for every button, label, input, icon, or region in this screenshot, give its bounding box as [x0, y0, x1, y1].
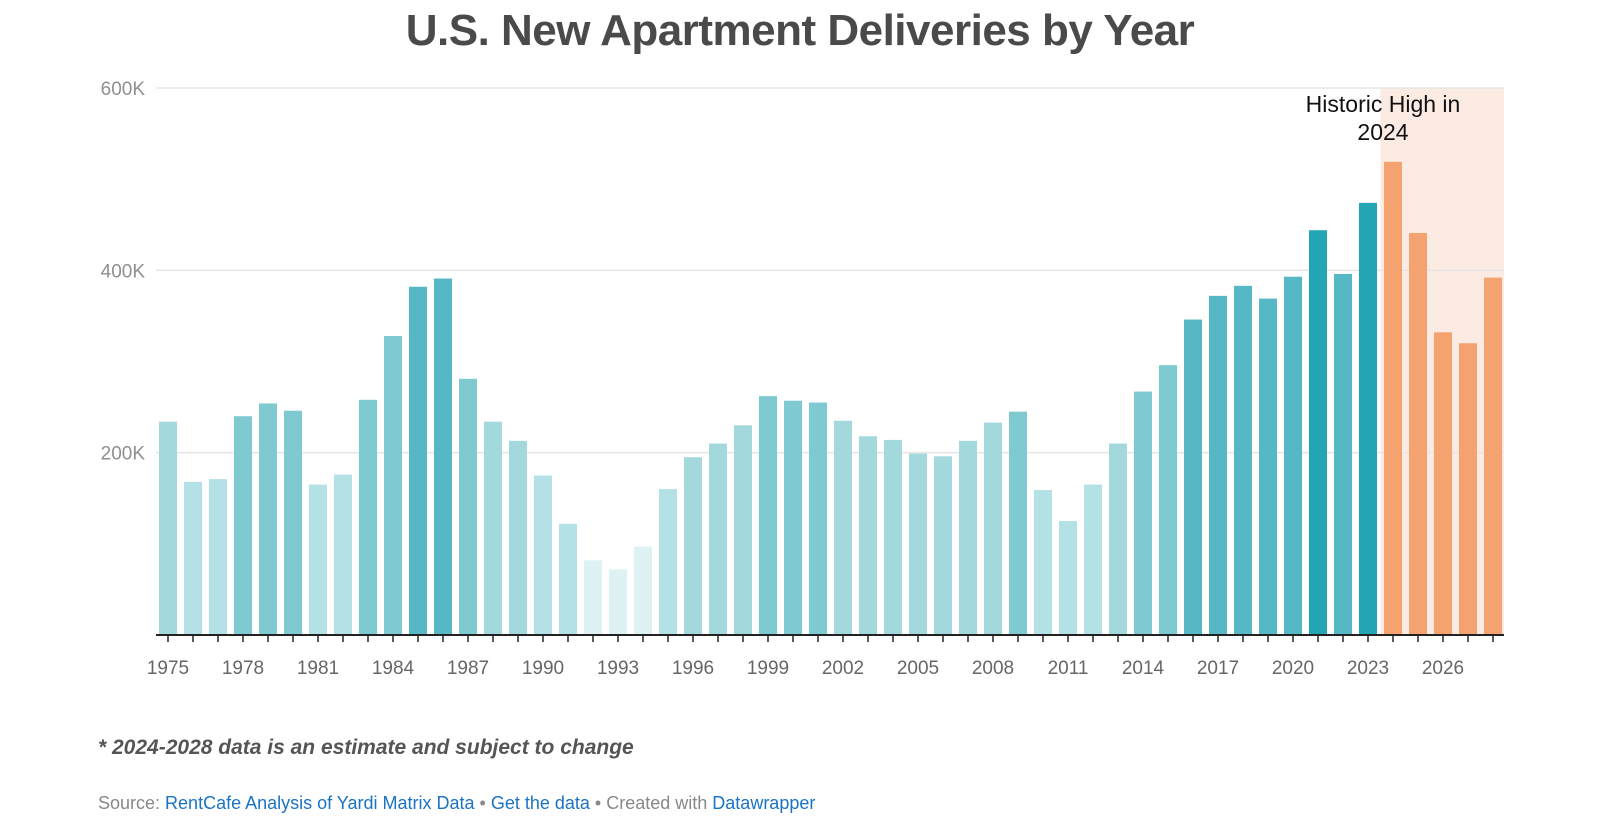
bar-2002 [834, 420, 852, 635]
x-tick-label: 1975 [147, 658, 189, 679]
bar-2000 [784, 400, 802, 635]
bar-2027 [1459, 343, 1477, 635]
get-data-link[interactable]: Get the data [490, 793, 590, 813]
bar-1977 [209, 479, 227, 635]
bar-2011 [1059, 521, 1077, 635]
chart-title: U.S. New Apartment Deliveries by Year [405, 6, 1195, 55]
y-tick-label: 600K [101, 79, 146, 100]
bar-1986 [434, 278, 452, 635]
bar-2025 [1409, 232, 1427, 635]
bar-2006 [934, 456, 952, 635]
bar-1984 [384, 335, 402, 635]
datawrapper-link[interactable]: Datawrapper [712, 793, 816, 813]
bar-1993 [609, 569, 627, 635]
bar-1983 [359, 399, 377, 635]
bar-2004 [884, 439, 902, 635]
bar-1994 [634, 546, 652, 635]
bar-2028 [1484, 277, 1502, 635]
bar-1989 [509, 440, 527, 635]
source-link[interactable]: RentCafe Analysis of Yardi Matrix Data [165, 793, 475, 813]
x-tick-label: 1993 [597, 658, 639, 679]
bar-1975 [159, 421, 177, 635]
source-line: Source: RentCafe Analysis of Yardi Matri… [98, 793, 815, 814]
bar-2022 [1334, 273, 1352, 635]
bar-2026 [1434, 332, 1452, 635]
annotation-line-1: Historic High in [1306, 91, 1461, 117]
bar-2012 [1084, 484, 1102, 635]
x-tick-label: 1999 [747, 658, 789, 679]
separator: • [589, 793, 607, 813]
bar-1992 [584, 560, 602, 635]
x-tick-label: 1978 [222, 658, 264, 679]
bar-2015 [1159, 365, 1177, 635]
x-tick-label: 2020 [1272, 658, 1314, 679]
bar-2010 [1034, 490, 1052, 635]
bar-1990 [534, 475, 552, 635]
x-tick-label: 2026 [1422, 658, 1464, 679]
x-tick-label: 2002 [822, 658, 864, 679]
bar-1987 [459, 378, 477, 635]
separator: • [474, 793, 491, 813]
bar-2016 [1184, 319, 1202, 635]
bar-1985 [409, 286, 427, 635]
annotation-line-2: 2024 [1357, 119, 1408, 145]
bar-2018 [1234, 285, 1252, 635]
bar-1981 [309, 484, 327, 635]
bar-2017 [1209, 295, 1227, 635]
y-tick-label: 200K [101, 444, 146, 465]
bar-1991 [559, 523, 577, 635]
bar-1996 [684, 457, 702, 635]
bar-2005 [909, 453, 927, 635]
bar-2024 [1384, 161, 1402, 635]
bar-2007 [959, 440, 977, 635]
x-tick-label: 2023 [1347, 658, 1389, 679]
y-tick-label: 400K [101, 261, 146, 282]
bar-1997 [709, 443, 727, 635]
bar-1998 [734, 425, 752, 635]
bar-1979 [259, 403, 277, 635]
bar-2001 [809, 402, 827, 635]
bar-2020 [1284, 276, 1302, 635]
bar-1978 [234, 416, 252, 635]
x-tick-label: 2017 [1197, 658, 1239, 679]
x-tick-label: 1981 [297, 658, 339, 679]
x-tick-label: 2011 [1048, 658, 1089, 679]
bar-1988 [484, 421, 502, 635]
x-tick-label: 1996 [672, 658, 714, 679]
bar-2014 [1134, 391, 1152, 635]
bar-2021 [1309, 230, 1327, 635]
bar-1982 [334, 474, 352, 635]
source-prefix: Source: [98, 793, 166, 813]
footnote: * 2024-2028 data is an estimate and subj… [98, 736, 634, 759]
x-tick-label: 2014 [1122, 658, 1165, 679]
bar-2009 [1009, 411, 1027, 635]
bar-2023 [1359, 202, 1377, 635]
x-tick-label: 2005 [897, 658, 939, 679]
x-tick-label: 2008 [972, 658, 1014, 679]
bar-1999 [759, 396, 777, 635]
bar-1980 [284, 410, 302, 635]
bar-2003 [859, 436, 877, 635]
bar-1995 [659, 489, 677, 635]
bar-2019 [1259, 298, 1277, 635]
bar-2008 [984, 422, 1002, 635]
x-tick-label: 1987 [447, 658, 489, 679]
x-tick-label: 1990 [522, 658, 564, 679]
created-with-text: Created with [606, 793, 713, 813]
x-tick-label: 1984 [372, 658, 415, 679]
bar-2013 [1109, 443, 1127, 635]
bar-1976 [184, 481, 202, 635]
